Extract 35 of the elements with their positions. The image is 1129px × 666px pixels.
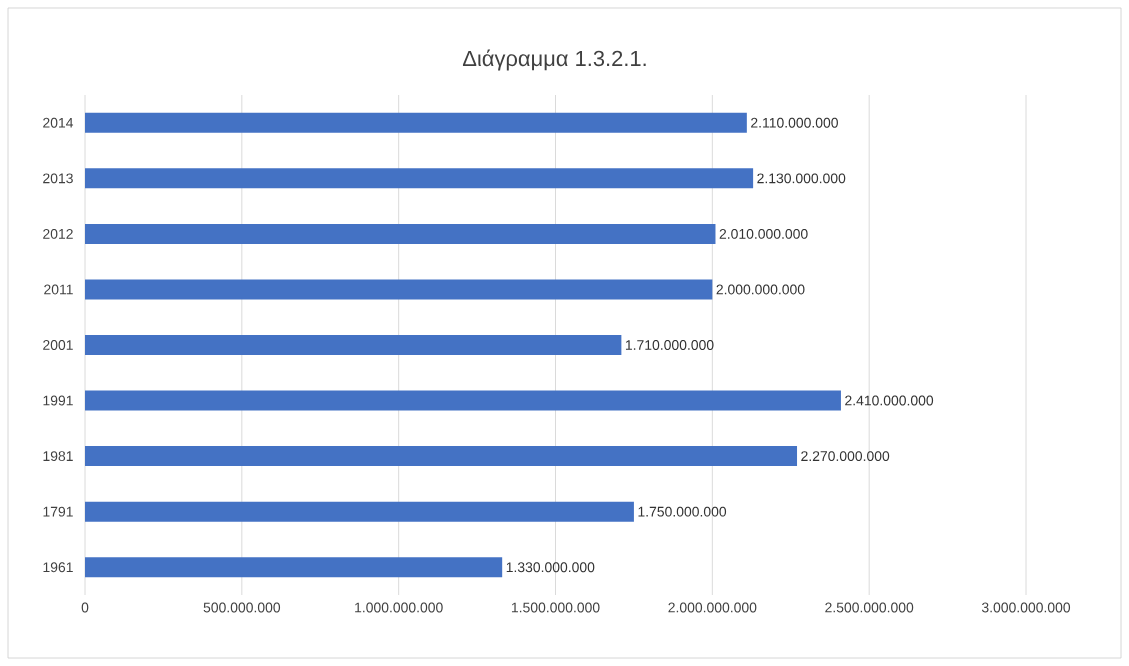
y-tick-label: 2011 [44,284,73,295]
x-tick-label: 1.500.000.000 [511,602,600,613]
data-label: 1.330.000.000 [506,562,595,573]
bar [85,112,747,133]
bar [85,223,716,244]
y-tick-label: 2014 [43,117,74,128]
data-label: 1.710.000.000 [625,340,714,350]
y-tick-label: 1991 [43,395,73,406]
data-label: 2.000.000.000 [716,284,805,295]
data-label: 1.750.000.000 [638,506,727,517]
y-tick-label: 1791 [43,506,73,517]
x-tick-label: 2.500.000.000 [825,602,914,613]
x-tick-label: 3.000.000.000 [981,602,1071,613]
y-tick-label: 2012 [43,228,73,239]
x-tick-label: 0 [81,602,89,613]
data-label: 2.130.000.000 [757,173,846,184]
y-tick-label: 1981 [43,451,73,462]
bar [85,279,713,300]
bar [85,168,754,189]
bar [85,390,841,411]
x-tick-label: 1.000.000.000 [355,602,443,613]
data-label: 2.110.000.000 [751,117,838,128]
y-tick-label: 1961 [43,562,73,573]
chart-title: Διάγραμμα 1.3.2.1. [462,49,646,71]
x-tick-label: 2.000.000.000 [668,602,757,613]
x-tick-label: 500.000.000 [203,602,281,613]
y-tick-label: 2001 [43,340,73,350]
data-label: 2.270.000.000 [801,451,890,462]
y-tick-label: 2013 [43,173,73,184]
bar [85,335,622,355]
data-label: 2.010.000.000 [719,228,808,239]
bar [85,557,503,578]
bar [85,501,634,522]
data-label: 2.410.000.000 [845,395,934,406]
bar [85,446,798,467]
